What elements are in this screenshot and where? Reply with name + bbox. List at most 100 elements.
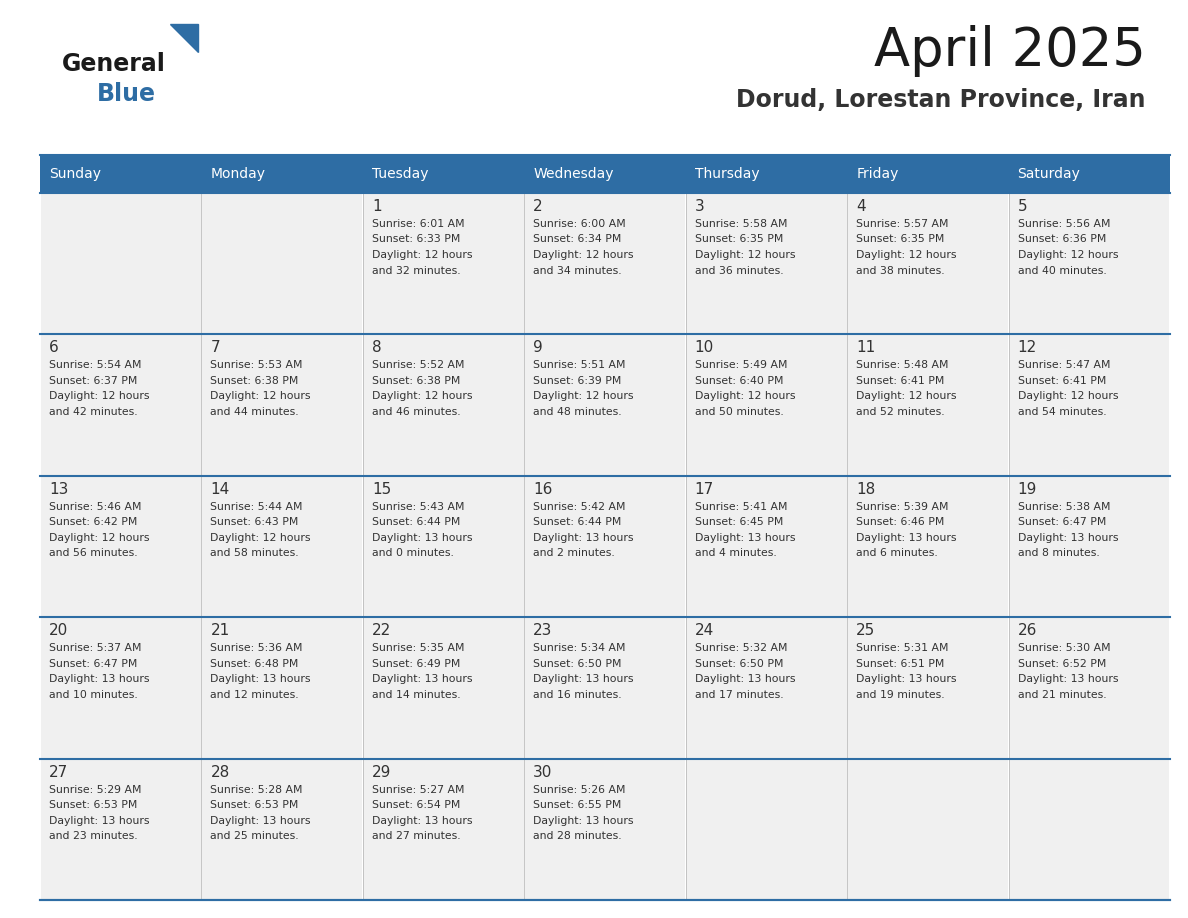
Bar <box>202 759 362 900</box>
Text: Daylight: 13 hours: Daylight: 13 hours <box>372 674 473 684</box>
Bar <box>525 476 685 617</box>
Text: Sunrise: 5:49 AM: Sunrise: 5:49 AM <box>695 361 788 370</box>
Bar <box>848 335 1009 476</box>
Text: Daylight: 13 hours: Daylight: 13 hours <box>533 815 633 825</box>
Text: and 34 minutes.: and 34 minutes. <box>533 265 621 275</box>
Text: Sunday: Sunday <box>49 167 101 181</box>
Text: Sunrise: 5:52 AM: Sunrise: 5:52 AM <box>372 361 465 370</box>
Text: Sunset: 6:41 PM: Sunset: 6:41 PM <box>1018 375 1106 386</box>
Text: 10: 10 <box>695 341 714 355</box>
Text: Sunrise: 5:36 AM: Sunrise: 5:36 AM <box>210 644 303 654</box>
Text: 7: 7 <box>210 341 220 355</box>
Text: Sunrise: 5:41 AM: Sunrise: 5:41 AM <box>695 502 788 512</box>
Text: 25: 25 <box>857 623 876 638</box>
Text: Sunrise: 5:32 AM: Sunrise: 5:32 AM <box>695 644 788 654</box>
Text: and 52 minutes.: and 52 minutes. <box>857 407 944 417</box>
Text: Sunset: 6:52 PM: Sunset: 6:52 PM <box>1018 659 1106 668</box>
Text: 24: 24 <box>695 623 714 638</box>
Bar <box>848 194 1009 334</box>
Bar <box>525 194 685 334</box>
Text: 14: 14 <box>210 482 229 497</box>
Text: Sunrise: 6:01 AM: Sunrise: 6:01 AM <box>372 219 465 229</box>
Text: Sunset: 6:37 PM: Sunset: 6:37 PM <box>49 375 138 386</box>
Text: and 50 minutes.: and 50 minutes. <box>695 407 783 417</box>
Bar <box>1009 476 1169 617</box>
Bar <box>687 618 847 758</box>
Bar <box>40 194 201 334</box>
Text: 20: 20 <box>49 623 68 638</box>
Text: Daylight: 12 hours: Daylight: 12 hours <box>695 250 795 260</box>
Text: Dorud, Lorestan Province, Iran: Dorud, Lorestan Province, Iran <box>737 88 1146 112</box>
Text: 28: 28 <box>210 765 229 779</box>
Text: Sunrise: 5:47 AM: Sunrise: 5:47 AM <box>1018 361 1110 370</box>
Text: and 56 minutes.: and 56 minutes. <box>49 548 138 558</box>
Text: Daylight: 13 hours: Daylight: 13 hours <box>857 532 956 543</box>
Bar <box>364 759 524 900</box>
Text: Sunrise: 5:43 AM: Sunrise: 5:43 AM <box>372 502 465 512</box>
Text: Sunset: 6:36 PM: Sunset: 6:36 PM <box>1018 234 1106 244</box>
Text: Friday: Friday <box>857 167 898 181</box>
Text: Tuesday: Tuesday <box>372 167 429 181</box>
Bar <box>202 618 362 758</box>
Text: Sunrise: 5:39 AM: Sunrise: 5:39 AM <box>857 502 949 512</box>
Text: Sunset: 6:47 PM: Sunset: 6:47 PM <box>49 659 138 668</box>
Text: and 36 minutes.: and 36 minutes. <box>695 265 783 275</box>
Text: and 46 minutes.: and 46 minutes. <box>372 407 461 417</box>
Text: Sunset: 6:46 PM: Sunset: 6:46 PM <box>857 518 944 527</box>
Text: Sunrise: 5:27 AM: Sunrise: 5:27 AM <box>372 785 465 795</box>
Text: Daylight: 13 hours: Daylight: 13 hours <box>533 532 633 543</box>
Text: Sunrise: 6:00 AM: Sunrise: 6:00 AM <box>533 219 626 229</box>
Text: Daylight: 13 hours: Daylight: 13 hours <box>695 532 795 543</box>
Text: Daylight: 12 hours: Daylight: 12 hours <box>857 250 956 260</box>
Text: Daylight: 13 hours: Daylight: 13 hours <box>1018 532 1118 543</box>
Text: and 42 minutes.: and 42 minutes. <box>49 407 138 417</box>
Bar <box>687 335 847 476</box>
Text: 21: 21 <box>210 623 229 638</box>
Text: 2: 2 <box>533 199 543 214</box>
Text: Sunset: 6:41 PM: Sunset: 6:41 PM <box>857 375 944 386</box>
Text: and 48 minutes.: and 48 minutes. <box>533 407 621 417</box>
Text: Daylight: 12 hours: Daylight: 12 hours <box>210 532 311 543</box>
Text: 16: 16 <box>533 482 552 497</box>
Text: Daylight: 13 hours: Daylight: 13 hours <box>49 815 150 825</box>
Text: and 0 minutes.: and 0 minutes. <box>372 548 454 558</box>
Text: Daylight: 13 hours: Daylight: 13 hours <box>49 674 150 684</box>
Text: 11: 11 <box>857 341 876 355</box>
Text: General: General <box>62 52 166 76</box>
Text: and 54 minutes.: and 54 minutes. <box>1018 407 1106 417</box>
Bar <box>40 476 201 617</box>
Text: Monday: Monday <box>210 167 265 181</box>
Text: Sunset: 6:38 PM: Sunset: 6:38 PM <box>372 375 460 386</box>
Bar <box>1009 759 1169 900</box>
Text: Daylight: 12 hours: Daylight: 12 hours <box>1018 250 1118 260</box>
Bar <box>40 335 201 476</box>
Text: 17: 17 <box>695 482 714 497</box>
Text: Sunrise: 5:29 AM: Sunrise: 5:29 AM <box>49 785 141 795</box>
Text: Daylight: 13 hours: Daylight: 13 hours <box>857 674 956 684</box>
Bar <box>685 155 847 193</box>
Text: Sunrise: 5:58 AM: Sunrise: 5:58 AM <box>695 219 788 229</box>
Text: 23: 23 <box>533 623 552 638</box>
Bar <box>1009 335 1169 476</box>
Text: 18: 18 <box>857 482 876 497</box>
Text: 9: 9 <box>533 341 543 355</box>
Bar <box>202 194 362 334</box>
Text: 4: 4 <box>857 199 866 214</box>
Text: Daylight: 12 hours: Daylight: 12 hours <box>533 250 633 260</box>
Bar <box>687 476 847 617</box>
Text: Sunset: 6:55 PM: Sunset: 6:55 PM <box>533 800 621 810</box>
Text: April 2025: April 2025 <box>874 25 1146 77</box>
Bar <box>364 194 524 334</box>
Text: and 40 minutes.: and 40 minutes. <box>1018 265 1106 275</box>
Text: and 25 minutes.: and 25 minutes. <box>210 831 299 841</box>
Text: Sunset: 6:38 PM: Sunset: 6:38 PM <box>210 375 299 386</box>
Text: Sunset: 6:43 PM: Sunset: 6:43 PM <box>210 518 299 527</box>
Text: and 16 minutes.: and 16 minutes. <box>533 689 621 700</box>
Bar <box>525 335 685 476</box>
Bar <box>202 335 362 476</box>
Text: Sunrise: 5:31 AM: Sunrise: 5:31 AM <box>857 644 949 654</box>
Text: 22: 22 <box>372 623 391 638</box>
Text: Blue: Blue <box>97 82 156 106</box>
Text: and 17 minutes.: and 17 minutes. <box>695 689 783 700</box>
Text: Daylight: 12 hours: Daylight: 12 hours <box>372 250 473 260</box>
